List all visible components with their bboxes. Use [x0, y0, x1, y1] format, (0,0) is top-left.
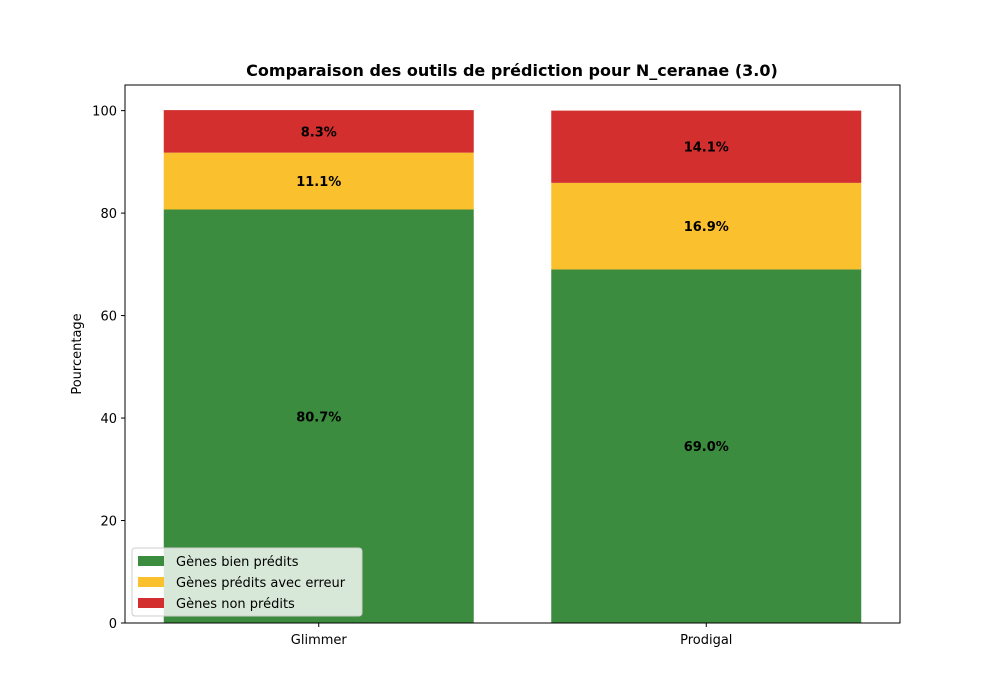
- legend-swatch-2: [138, 598, 164, 608]
- bar-prodigal-series-2: [551, 110, 862, 183]
- data-labels-group: 80.7% 11.1% 8.3% 69.0% 16.9% 14.1%: [296, 125, 729, 455]
- y-axis: 0 20 40 60 80 100: [92, 105, 125, 632]
- chart-title: Comparaison des outils de prédiction pou…: [246, 61, 778, 80]
- data-label-prodigal-series-2: 14.1%: [684, 141, 729, 156]
- y-tick-label-0: 0: [109, 617, 117, 632]
- legend-swatch-1: [138, 577, 164, 587]
- y-tick-label-60: 60: [100, 310, 117, 325]
- legend-label-0: Gènes bien prédits: [176, 555, 299, 570]
- x-tick-label-glimmer: Glimmer: [291, 633, 348, 648]
- y-tick-label-40: 40: [100, 412, 117, 427]
- legend-swatch-0: [138, 556, 164, 566]
- plot-frame: [124, 84, 901, 624]
- data-label-glimmer-series-1: 11.1%: [296, 175, 341, 190]
- x-axis: Glimmer Prodigal: [291, 623, 732, 648]
- bars-group: [163, 110, 862, 623]
- y-tick-label-20: 20: [100, 515, 117, 530]
- data-label-glimmer-series-0: 80.7%: [296, 410, 341, 425]
- data-label-prodigal-series-1: 16.9%: [684, 220, 729, 235]
- y-axis-label: Pourcentage: [70, 313, 85, 394]
- legend: Gènes bien prédits Gènes prédits avec err…: [131, 547, 363, 617]
- data-label-prodigal-series-0: 69.0%: [684, 440, 729, 455]
- bar-glimmer-series-1: [163, 152, 474, 210]
- x-tick-label-prodigal: Prodigal: [680, 633, 732, 648]
- legend-label-2: Gènes non prédits: [176, 597, 295, 612]
- bar-prodigal-series-0: [551, 269, 862, 623]
- legend-label-1: Gènes prédits avec erreur: [176, 576, 346, 591]
- legend-box: [131, 547, 363, 617]
- bar-glimmer-series-2: [163, 110, 474, 153]
- bar-prodigal-series-1: [551, 182, 862, 270]
- y-tick-label-100: 100: [92, 105, 117, 120]
- data-label-glimmer-series-2: 8.3%: [301, 125, 337, 140]
- y-tick-label-80: 80: [100, 207, 117, 222]
